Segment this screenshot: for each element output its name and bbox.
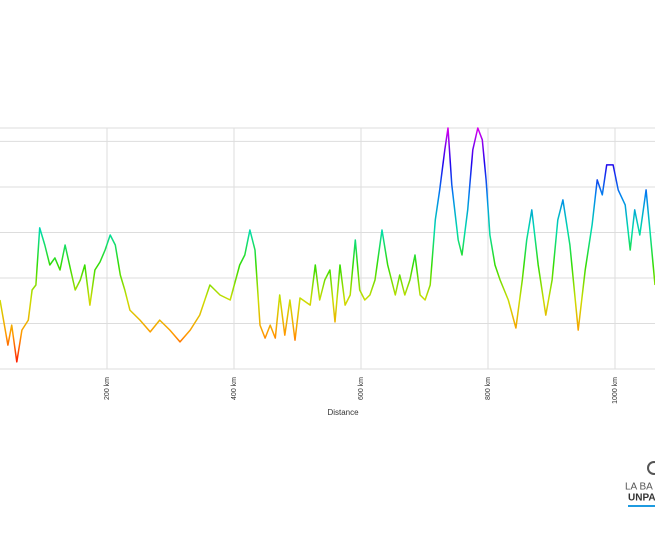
x-tick-label: 200 km [104,377,111,400]
x-tick-label: 600 km [358,377,365,400]
x-tick-label: 800 km [485,377,492,400]
logo-text: LA BA [625,482,653,493]
logo: LA BA UNPA [625,461,655,507]
logo-text: UNPA [628,493,655,504]
elevation-line [0,127,655,363]
x-tick-label: 400 km [231,377,238,400]
x-axis-label: Distance [327,408,359,417]
logo-icon [647,461,655,475]
x-tick-label: 1000 km [612,377,619,404]
